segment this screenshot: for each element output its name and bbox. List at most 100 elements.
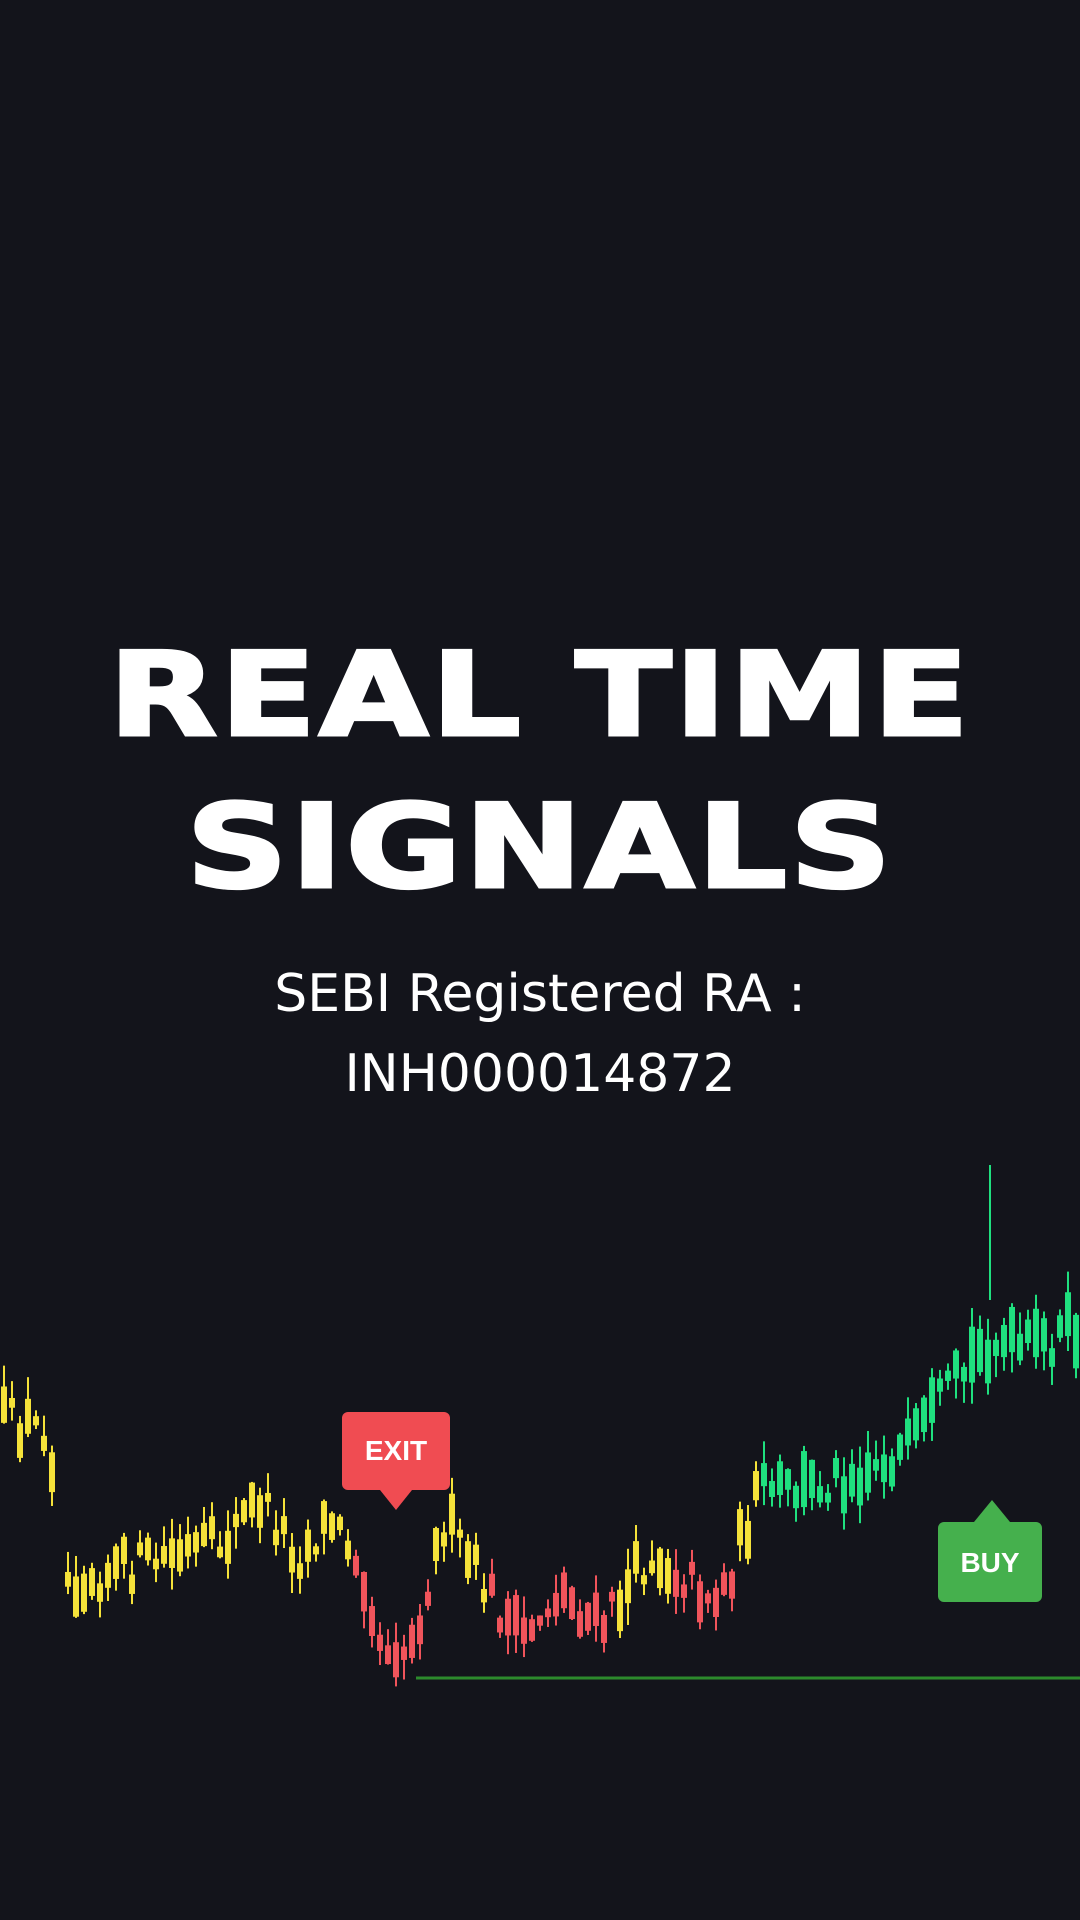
candle-body xyxy=(913,1408,919,1441)
candle-body xyxy=(945,1370,951,1381)
candle-body xyxy=(161,1546,167,1564)
candle-body xyxy=(337,1516,343,1531)
candle-body xyxy=(937,1378,943,1392)
candle-body xyxy=(609,1591,615,1602)
candle-body xyxy=(129,1574,135,1594)
candle-body xyxy=(833,1458,839,1479)
candle-body xyxy=(1025,1319,1031,1344)
candle-body xyxy=(929,1377,935,1423)
candle-body xyxy=(681,1584,687,1598)
candle-body xyxy=(377,1634,383,1651)
candle-body xyxy=(1049,1348,1055,1367)
candle-body xyxy=(137,1542,143,1556)
candle-body xyxy=(401,1646,407,1660)
exit-badge xyxy=(342,1412,450,1490)
candle-body xyxy=(545,1608,551,1618)
candle-body xyxy=(905,1418,911,1446)
candle-body xyxy=(273,1529,279,1546)
exit-badge-pointer xyxy=(380,1490,412,1510)
candle-body xyxy=(625,1569,631,1604)
candle-body xyxy=(345,1540,351,1560)
candle-body xyxy=(361,1571,367,1612)
candle-body xyxy=(105,1562,111,1588)
candle-body xyxy=(49,1452,55,1493)
candle-body xyxy=(473,1544,479,1565)
candle-body xyxy=(409,1624,415,1658)
candle-body xyxy=(785,1469,791,1490)
candle-body xyxy=(65,1571,71,1587)
candle-body xyxy=(169,1538,175,1568)
candle-body xyxy=(1017,1333,1023,1361)
registration-number: INH000014872 xyxy=(344,1044,736,1104)
candle-body xyxy=(889,1456,895,1487)
candle-body xyxy=(977,1328,983,1373)
candle-body xyxy=(921,1397,927,1433)
candle-body xyxy=(809,1459,815,1499)
candle-body xyxy=(841,1476,847,1514)
candle-body xyxy=(817,1486,823,1503)
candle-body xyxy=(209,1516,215,1540)
candle-body xyxy=(577,1611,583,1637)
candle-body xyxy=(529,1619,535,1641)
candle-body xyxy=(1033,1308,1039,1358)
candle-body xyxy=(481,1588,487,1603)
exit-signal: EXIT xyxy=(342,1412,450,1510)
headline-line-2: SIGNALS xyxy=(184,780,894,915)
candle-body xyxy=(825,1492,831,1503)
candle-body xyxy=(449,1493,455,1535)
candle-body xyxy=(321,1501,327,1534)
candle-body xyxy=(657,1548,663,1589)
candle-body xyxy=(497,1617,503,1633)
candle-body xyxy=(425,1591,431,1606)
candle-body xyxy=(721,1572,727,1595)
candle-body xyxy=(313,1546,319,1555)
candle-body xyxy=(281,1516,287,1535)
candle-body xyxy=(1057,1315,1063,1338)
candle-body xyxy=(185,1534,191,1557)
candle-body xyxy=(41,1435,47,1451)
buy-badge xyxy=(938,1522,1042,1602)
registration-label: SEBI Registered RA : xyxy=(274,964,806,1024)
candle-body xyxy=(249,1482,255,1518)
candle-body xyxy=(585,1602,591,1631)
candles-group xyxy=(1,1165,1079,1687)
candle-body xyxy=(993,1339,999,1357)
candle-body xyxy=(873,1459,879,1471)
candle-body xyxy=(961,1366,967,1382)
candle-body xyxy=(553,1592,559,1617)
candle-body xyxy=(177,1539,183,1572)
candle-body xyxy=(769,1481,775,1497)
candle-body xyxy=(289,1546,295,1573)
candle-body xyxy=(849,1463,855,1497)
candle-body xyxy=(513,1595,519,1636)
candle-body xyxy=(1009,1306,1015,1353)
candle-body xyxy=(241,1500,247,1523)
candle-body xyxy=(9,1397,15,1408)
candle-body xyxy=(393,1642,399,1678)
candle-body xyxy=(201,1522,207,1547)
candle-body xyxy=(777,1461,783,1496)
candle-body xyxy=(801,1451,807,1508)
exit-label: EXIT xyxy=(365,1435,427,1466)
candle-body xyxy=(561,1572,567,1609)
candle-body xyxy=(569,1587,575,1620)
candle-body xyxy=(673,1569,679,1597)
candle-body xyxy=(385,1645,391,1665)
candle-body xyxy=(225,1530,231,1564)
candle-body xyxy=(33,1416,39,1426)
candle-body xyxy=(145,1537,151,1561)
candle-body xyxy=(305,1529,311,1562)
candle-body xyxy=(369,1606,375,1636)
candle-body xyxy=(593,1592,599,1626)
candle-body xyxy=(633,1541,639,1574)
headline-line-1: REAL TIME xyxy=(107,628,972,763)
candle-body xyxy=(537,1615,543,1626)
candle-body xyxy=(753,1471,759,1501)
candle-body xyxy=(113,1546,119,1579)
candle-body xyxy=(601,1615,607,1643)
candle-body xyxy=(489,1573,495,1596)
candle-body xyxy=(1,1386,7,1423)
candle-body xyxy=(689,1561,695,1575)
candle-body xyxy=(25,1398,31,1434)
candle-body xyxy=(233,1513,239,1528)
